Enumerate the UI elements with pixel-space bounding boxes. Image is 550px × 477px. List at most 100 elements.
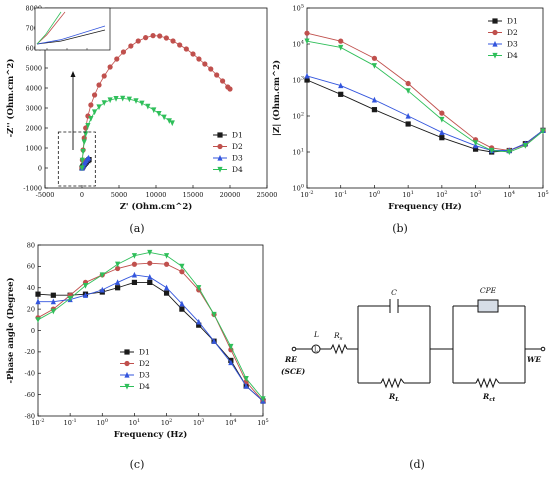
legend-label-d4: D4 [139, 382, 150, 391]
data-point-d4 [338, 44, 344, 51]
x-tick-label: 101 [402, 190, 413, 199]
data-point-d4 [228, 343, 234, 350]
data-point-d4 [79, 165, 85, 172]
inset-line-d1 [36, 29, 106, 45]
series-line-d1 [306, 79, 544, 153]
y-tick-label: 8000 [25, 4, 42, 12]
y-tick-label: 102 [293, 111, 304, 120]
data-point-d4 [126, 96, 132, 103]
data-point-d1 [131, 279, 138, 286]
legend-marker-d4 [492, 52, 498, 59]
data-point-d1 [304, 77, 310, 83]
x-tick-label: 100 [369, 190, 380, 199]
legend-marker-d3 [492, 40, 498, 47]
data-point-d4 [133, 98, 139, 104]
panel-b-label: (b) [392, 222, 408, 235]
data-point-d3 [115, 279, 121, 286]
data-point-d4 [522, 143, 528, 149]
data-point-d2 [338, 38, 344, 44]
data-point-d4 [85, 123, 91, 129]
y-tick-label: 7000 [25, 24, 42, 32]
data-point-d2 [120, 49, 127, 55]
data-point-d4 [120, 95, 126, 102]
data-point-d1 [179, 306, 185, 312]
legend-label-d4: D4 [232, 165, 243, 174]
panel-d-equivalent-circuit: L [291, 299, 546, 389]
label-rl: RL [388, 392, 399, 403]
data-point-d2 [143, 35, 149, 41]
data-point-d4 [472, 140, 479, 146]
data-point-d2 [128, 43, 134, 49]
data-point-d2 [214, 72, 220, 78]
data-point-d4 [115, 261, 121, 268]
y-tick-label: -1000 [23, 184, 42, 192]
panel-c-label: (c) [130, 458, 145, 471]
data-point-d4 [151, 107, 157, 114]
data-point-d2 [107, 64, 113, 70]
legend-marker-d2 [124, 360, 130, 367]
data-point-d4 [88, 116, 94, 122]
data-point-d3 [82, 292, 89, 298]
legend-marker-d1 [124, 349, 130, 355]
x-axis-label: Frequency (Hz) [114, 429, 187, 440]
data-point-d4 [179, 263, 185, 270]
data-point-d4 [145, 103, 151, 110]
data-point-d1 [196, 322, 202, 328]
x-tick-label: 105 [537, 190, 548, 199]
data-point-d1 [163, 290, 170, 296]
x-tick-label: 103 [193, 418, 204, 427]
legend-marker-d4 [217, 166, 223, 173]
x-tick-label: 101 [129, 418, 140, 427]
legend-label-d1: D1 [139, 348, 150, 357]
data-point-d3 [163, 284, 170, 291]
data-point-d1 [147, 279, 153, 286]
data-point-d3 [228, 359, 234, 366]
resistor-rct [475, 377, 500, 389]
data-point-d2 [147, 260, 153, 266]
data-point-d4 [113, 96, 119, 102]
data-point-d2 [183, 46, 189, 52]
data-point-d2 [190, 51, 196, 57]
data-point-d4 [91, 109, 98, 116]
data-point-d2 [88, 102, 94, 108]
data-point-d4 [166, 118, 172, 124]
we-terminal [540, 346, 546, 352]
legend-marker-d1 [492, 18, 498, 24]
data-point-d3 [405, 112, 411, 119]
re-terminal [291, 346, 297, 352]
y-tick-label: 6000 [25, 44, 42, 52]
data-point-d2 [371, 55, 378, 61]
legend-label-d4: D4 [507, 51, 518, 60]
x-tick-label: 104 [225, 418, 236, 427]
x-tick-label: 25000 [257, 191, 278, 199]
y-tick-label: 4000 [25, 84, 42, 92]
x-tick-label: 10-1 [334, 190, 347, 199]
legend-label-d2: D2 [139, 359, 150, 368]
y-tick-label: 104 [293, 39, 304, 48]
data-point-d3 [131, 271, 138, 278]
data-point-d4 [139, 100, 145, 107]
data-point-d1 [115, 285, 121, 291]
data-point-d4 [79, 157, 85, 164]
label-cpe: CPE [480, 286, 497, 295]
x-tick-label: -5000 [36, 191, 55, 199]
data-point-d2 [220, 78, 226, 84]
x-tick-label: 15000 [183, 191, 204, 199]
y-tick-label: 105 [293, 3, 304, 12]
y-tick-label: 80 [27, 241, 35, 249]
y-tick-label: 100 [293, 183, 304, 192]
data-point-d4 [156, 111, 162, 117]
legend-label-d3: D3 [139, 371, 150, 380]
data-point-d2 [202, 61, 208, 67]
panel-a-nyquist-plot: -5000 0 5000 10000 15000 20000 25000 -1000 0 1000… [5, 4, 277, 212]
plot-area-frame [306, 7, 544, 189]
legend-marker-d2 [492, 29, 498, 36]
legend-marker-d1 [217, 132, 223, 138]
legend-label-d2: D2 [507, 28, 518, 37]
x-tick-label: 10-2 [31, 418, 44, 427]
data-point-d1 [35, 291, 41, 297]
data-point-d2 [177, 42, 183, 48]
series-line-d4 [306, 40, 544, 153]
label-l: L [313, 330, 319, 339]
